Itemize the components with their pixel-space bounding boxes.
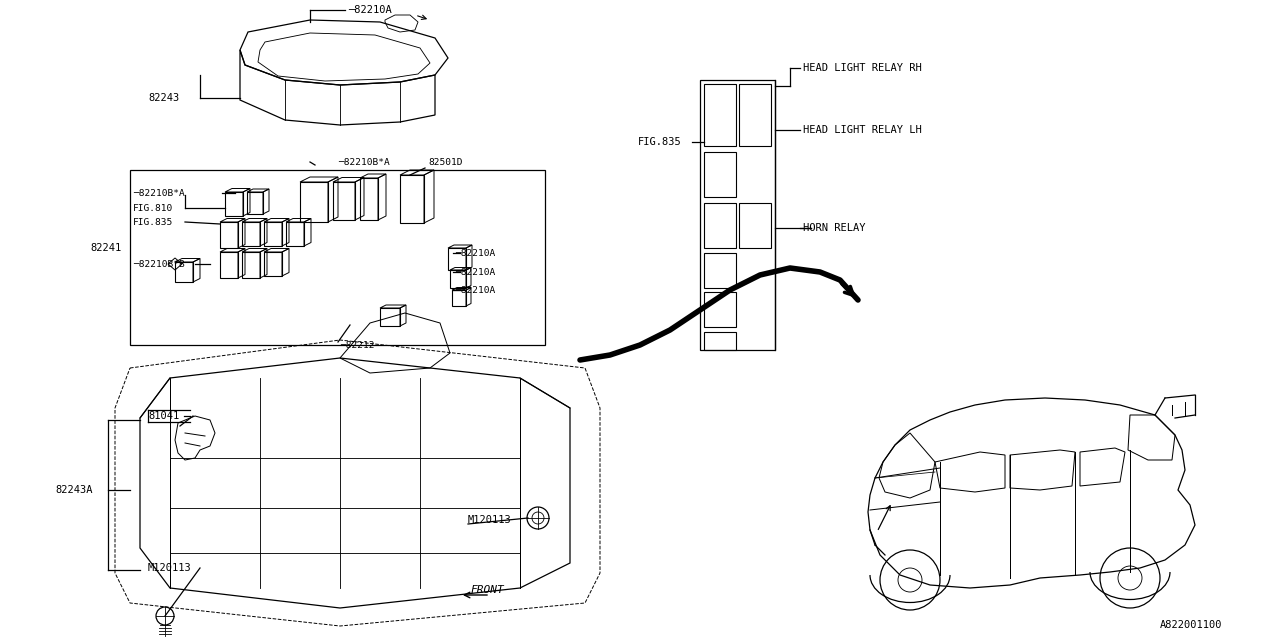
Text: 81041: 81041 [148,411,179,421]
Bar [264,222,282,246]
Bar [131,170,545,345]
Bar [333,182,355,220]
Bar [247,192,262,214]
Bar [704,253,736,288]
Bar [739,84,771,146]
Bar [704,84,736,146]
Text: ─82210B*B: ─82210B*B [133,259,184,269]
Bar [380,308,401,326]
Text: 82501D: 82501D [428,157,462,166]
Bar [242,222,260,246]
Text: 82241: 82241 [90,243,122,253]
Bar [401,175,424,223]
Text: ─82210B*A: ─82210B*A [133,189,184,198]
Text: FIG.810: FIG.810 [133,204,173,212]
Text: FRONT: FRONT [470,585,504,595]
Bar [220,222,238,248]
Text: ─82210A: ─82210A [454,248,495,257]
Bar [220,252,238,278]
Text: M120113: M120113 [148,563,192,573]
Bar [448,248,466,270]
Text: M120113: M120113 [468,515,512,525]
Text: A822001100: A822001100 [1160,620,1222,630]
Bar [452,290,466,306]
Bar [451,270,466,288]
Bar [225,192,243,216]
Text: HORN RELAY: HORN RELAY [803,223,865,233]
Text: FIG.835: FIG.835 [133,218,173,227]
Bar [739,203,771,248]
Bar [360,178,378,220]
Bar [704,203,736,248]
Bar [700,80,774,350]
Text: FIG.835: FIG.835 [637,137,682,147]
Text: HEAD LIGHT RELAY RH: HEAD LIGHT RELAY RH [803,63,922,73]
Text: 82243: 82243 [148,93,179,103]
Bar [264,252,282,276]
Text: ─82212: ─82212 [340,340,375,349]
Text: ─82210A: ─82210A [348,5,392,15]
Text: ─82210A: ─82210A [454,285,495,294]
Bar [704,332,736,350]
Bar [704,292,736,327]
Text: ─82210B*A: ─82210B*A [338,157,389,166]
Bar [300,182,328,222]
Text: 82243A: 82243A [55,485,92,495]
Bar [704,152,736,197]
Text: HEAD LIGHT RELAY LH: HEAD LIGHT RELAY LH [803,125,922,135]
Bar [285,222,305,246]
Bar [242,252,260,278]
Text: ─82210A: ─82210A [454,268,495,276]
Bar [175,262,193,282]
